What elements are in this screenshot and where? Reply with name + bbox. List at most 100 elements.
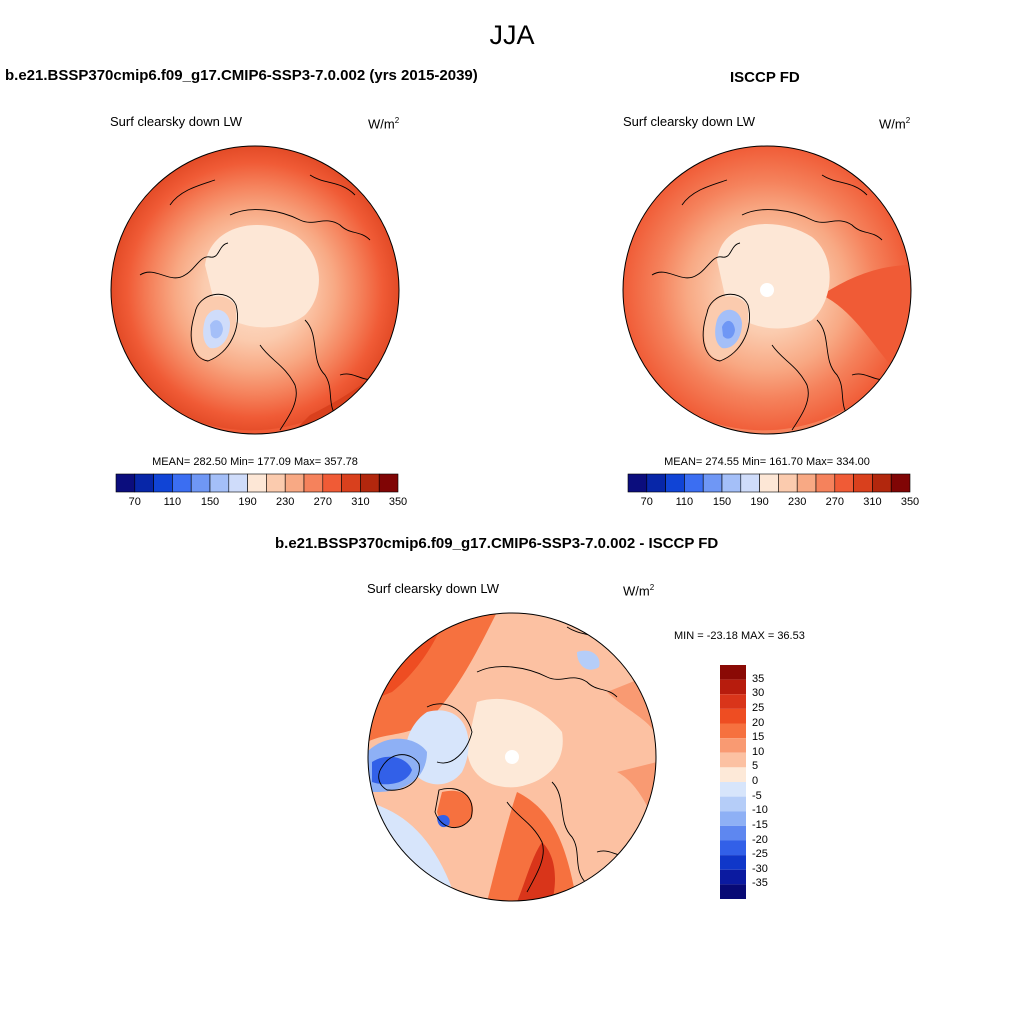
warm-region: [822, 265, 911, 385]
panel-2-polar-map: [622, 145, 912, 435]
missing-data-pole: [505, 750, 519, 764]
colorbar-tick-label: 0: [752, 775, 759, 787]
colorbar-swatch: [796, 473, 817, 493]
panel-2-title: ISCCP FD: [730, 69, 800, 86]
colorbar-tick-label: 350: [388, 496, 408, 508]
greenland-ice-region: [722, 320, 735, 339]
map-border: [622, 145, 912, 435]
colorbar-swatch: [720, 665, 746, 680]
panel-3-title: b.e21.BSSP370cmip6.f09_g17.CMIP6-SSP3-7.…: [275, 535, 719, 552]
colorbar-tick-label: 310: [863, 496, 882, 508]
colorbar-tick-label: 150: [200, 496, 220, 508]
colorbar-swatch: [853, 473, 873, 493]
colorbar-tick-label: 70: [128, 496, 141, 508]
negative-anomaly-region: [577, 650, 600, 670]
colorbar-swatch: [303, 473, 324, 493]
colorbar-swatch: [720, 752, 746, 768]
coastlines: [139, 174, 399, 431]
panel-3-units: W/m2: [623, 583, 655, 599]
colorbar-tick-label: 20: [752, 716, 765, 729]
colorbar-swatch: [720, 767, 746, 782]
colorbar-swatch: [720, 825, 746, 841]
colorbar-swatch: [228, 473, 248, 493]
colorbar-swatch: [740, 473, 760, 493]
colorbar-swatch: [115, 473, 136, 493]
colorbar-swatch: [378, 473, 399, 493]
panel-1-variable-label: Surf clearsky down LW: [110, 114, 242, 129]
colorbar-tick-label: 35: [752, 672, 765, 685]
colorbar-swatch: [322, 473, 342, 493]
colorbar-tick-label: 25: [752, 701, 765, 714]
colorbar-tick-label: -20: [752, 833, 768, 846]
colorbar-swatch: [702, 473, 723, 493]
colorbar-tick-label: 70: [640, 496, 653, 508]
colorbar-tick-label: 230: [788, 496, 807, 508]
colorbar-swatch: [890, 473, 911, 493]
panel-3-stats: MIN = -23.18 MAX = 36.53: [674, 630, 805, 642]
colorbar-tick-label: 270: [825, 496, 844, 508]
positive-anomaly-region: [617, 762, 656, 832]
colorbar-tick-label: 15: [752, 731, 765, 744]
missing-data-pole: [760, 283, 774, 297]
colorbar-swatch: [720, 884, 746, 899]
panel-1-colorbar-ticks: 70 110 150 190 230 270 310 350: [116, 496, 408, 510]
colorbar-swatch: [720, 708, 746, 724]
colorbar-swatch: [720, 723, 746, 739]
panel-3-colorbar-ticks: 35 30 25 20 15 10 5 0 -5 -10 -15 -20 -25 -30 -35: [750, 665, 790, 899]
negative-anomaly-region: [437, 814, 450, 828]
panel-3-polar-map: [367, 612, 657, 902]
colorbar-swatch: [778, 473, 798, 493]
positive-anomaly-region: [517, 842, 555, 901]
colorbar-tick-label: 350: [900, 496, 920, 508]
colorbar-tick-label: 190: [750, 496, 769, 508]
colorbar-swatch: [720, 679, 746, 695]
colorbar-swatch: [720, 782, 746, 797]
panel-3-variable-label: Surf clearsky down LW: [367, 581, 499, 596]
colorbar-swatch: [720, 738, 746, 753]
colorbar-tick-label: 230: [276, 496, 295, 508]
colorbar-swatch: [153, 473, 173, 493]
colorbar-tick-label: 5: [752, 760, 759, 773]
panel-2-variable-label: Surf clearsky down LW: [623, 114, 755, 129]
map-border: [110, 145, 400, 435]
colorbar-swatch: [834, 473, 854, 493]
colorbar-swatch: [720, 694, 746, 709]
panel-2-units: W/m2: [879, 116, 911, 132]
near-zero-region: [467, 698, 563, 788]
colorbar-tick-label: 150: [712, 496, 732, 508]
colorbar-swatch: [815, 473, 836, 493]
colorbar-swatch: [665, 473, 685, 493]
colorbar-swatch: [360, 473, 380, 493]
colorbar-swatch: [247, 473, 267, 493]
panel-2-colorbar-ticks: 70 110 150 190 230 270 310 350: [628, 496, 920, 510]
colorbar-tick-label: 110: [675, 496, 694, 508]
panel-1-title: b.e21.BSSP370cmip6.f09_g17.CMIP6-SSP3-7.…: [5, 67, 478, 84]
colorbar-tick-label: 270: [313, 496, 332, 508]
colorbar-tick-label: -35: [752, 877, 768, 890]
colorbar-tick-label: 10: [752, 745, 765, 758]
figure-title: JJA: [489, 20, 535, 50]
colorbar-tick-label: -10: [752, 804, 768, 817]
panel-1-colorbar: [115, 473, 399, 493]
arctic-core: [205, 225, 319, 328]
colorbar-tick-label: 110: [163, 496, 182, 508]
colorbar-swatch: [720, 796, 746, 812]
colorbar-swatch: [172, 473, 192, 493]
colorbar-swatch: [720, 840, 746, 856]
colorbar-swatch: [720, 855, 746, 870]
greenland-ice-region: [210, 320, 223, 339]
colorbar-swatch: [684, 473, 704, 493]
colorbar-tick-label: 310: [351, 496, 370, 508]
colorbar-swatch: [646, 473, 666, 493]
colorbar-swatch: [721, 473, 742, 493]
panel-1-units: W/m2: [368, 116, 400, 132]
colorbar-tick-label: -30: [752, 862, 768, 875]
colorbar-swatch: [284, 473, 305, 493]
colorbar-swatch: [209, 473, 230, 493]
colorbar-swatch: [134, 473, 154, 493]
colorbar-swatch: [341, 473, 361, 493]
colorbar-swatch: [720, 811, 746, 826]
negative-anomaly-region: [372, 756, 412, 785]
colorbar-tick-label: -5: [752, 789, 762, 802]
panel-1-stats: MEAN= 282.50 Min= 177.09 Max= 357.78: [152, 456, 358, 468]
